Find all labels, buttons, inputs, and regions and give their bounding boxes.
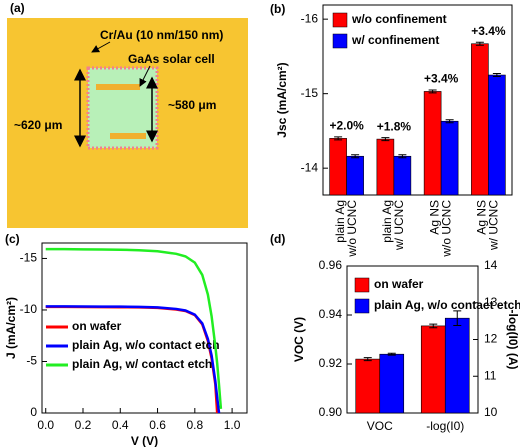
error-bar [453,310,462,327]
panel-label: (a) [10,1,25,15]
legend-label: plain Ag, w/o contact etch [72,338,220,352]
label: GaAs solar cell [128,52,215,66]
error-bar [334,136,343,141]
arrow [139,65,151,87]
legend-label: plain Ag, w/o contact etch [374,298,520,312]
y-tick-label: 10 [484,405,498,419]
legend-label: on wafer [72,319,122,333]
bar [376,138,395,196]
error-bar [398,154,407,159]
error-bar [387,352,396,356]
plot-frame [41,242,248,414]
y-axis-label: J (mA/cm²) [4,297,18,359]
x-tick-label: 0.6 [149,418,166,432]
annotation: +3.4% [471,24,506,38]
annotation: +3.4% [424,72,459,86]
legend-swatch [332,33,348,49]
contact [110,133,146,139]
plot-frame [322,4,513,196]
bar [379,353,405,414]
error-bar [351,154,360,159]
label: ~580 μm [168,98,216,112]
x-tick-label: 1.0 [224,418,241,432]
legend-swatch [354,277,370,293]
arrow [91,41,111,53]
bar [444,317,470,414]
y-tick-label: -16 [301,11,319,25]
y-tick-label: -15 [20,251,38,265]
bar [440,120,459,196]
error-bar [428,89,437,94]
legend-label: plain Ag, w/ contact etch [72,357,212,371]
x-tick-label: plain Ag [380,200,394,243]
x-tick-label: -log(I0) [426,419,464,433]
bar [329,138,347,196]
bar [471,43,489,196]
contact [96,84,140,90]
x-tick-label: Ag NS [427,200,441,235]
line [45,247,223,409]
error-bar [381,137,390,142]
x-tick-label: 0.4 [112,418,129,432]
error-bar [492,73,501,78]
bar [393,155,412,196]
y-tick-label: 0.94 [319,307,343,321]
x-tick-label: 0.2 [75,418,92,432]
panel-a: (a) Cr/Au (10 nm/150 nm) GaAs solar cell… [7,1,248,228]
y-tick-label: 0.92 [319,356,343,370]
y-tick-label: 0.90 [319,405,343,419]
panel-label: (c) [5,232,20,246]
y-tick-label: 0.96 [319,258,343,272]
panel-label: (d) [270,232,285,246]
x-tick-label: w/ UCNC [487,200,501,251]
x-tick-label: plain Ag [333,200,347,243]
y-tick-label: 12 [484,332,498,346]
y-axis-label: Jsc (mA/cm²) [275,62,289,137]
error-bar [475,41,484,46]
legend-label: on wafer [374,277,424,291]
error-bar [445,119,454,124]
x-tick-label: Ag NS [475,200,489,235]
bar [423,91,442,196]
y-tick-label: 13 [484,295,498,309]
y-tick-label: 0 [30,405,37,419]
y-tick-label: -10 [20,302,38,316]
y-axis-label: VOC (V) [292,317,306,362]
y-tick-label: -14 [301,160,319,174]
x-tick-label: w/ UCNC [392,200,406,251]
y2-axis-label: -log(I0) (A) [506,310,520,370]
x-tick-label: w/o UCNC [439,200,453,258]
error-bar [429,323,438,329]
legend-swatch [332,12,348,28]
annotation: +2.0% [329,119,364,133]
panel-label: (b) [270,2,285,16]
x-tick-label: 0.8 [186,418,203,432]
error-bar [363,357,372,362]
bar [346,155,364,196]
bar [420,325,446,414]
y-tick-label: 11 [484,368,497,382]
y-tick-label: 14 [484,258,498,272]
x-tick-label: 0.0 [37,418,54,432]
x-axis-label: V (V) [131,434,158,447]
x-tick-label: VOC [367,419,393,433]
legend-swatch [354,298,370,314]
label: ~620 μm [14,118,62,132]
legend-label: w/o confinement [351,12,447,26]
label: Cr/Au (10 nm/150 nm) [100,28,223,42]
line [45,305,221,414]
y-tick-label: -5 [26,354,37,368]
y-tick-label: -15 [301,86,319,100]
annotation: +1.8% [377,119,412,133]
legend-label: w/ confinement [351,33,439,47]
bar [355,358,381,414]
bar [488,74,506,196]
x-tick-label: w/o UCNC [345,200,359,258]
